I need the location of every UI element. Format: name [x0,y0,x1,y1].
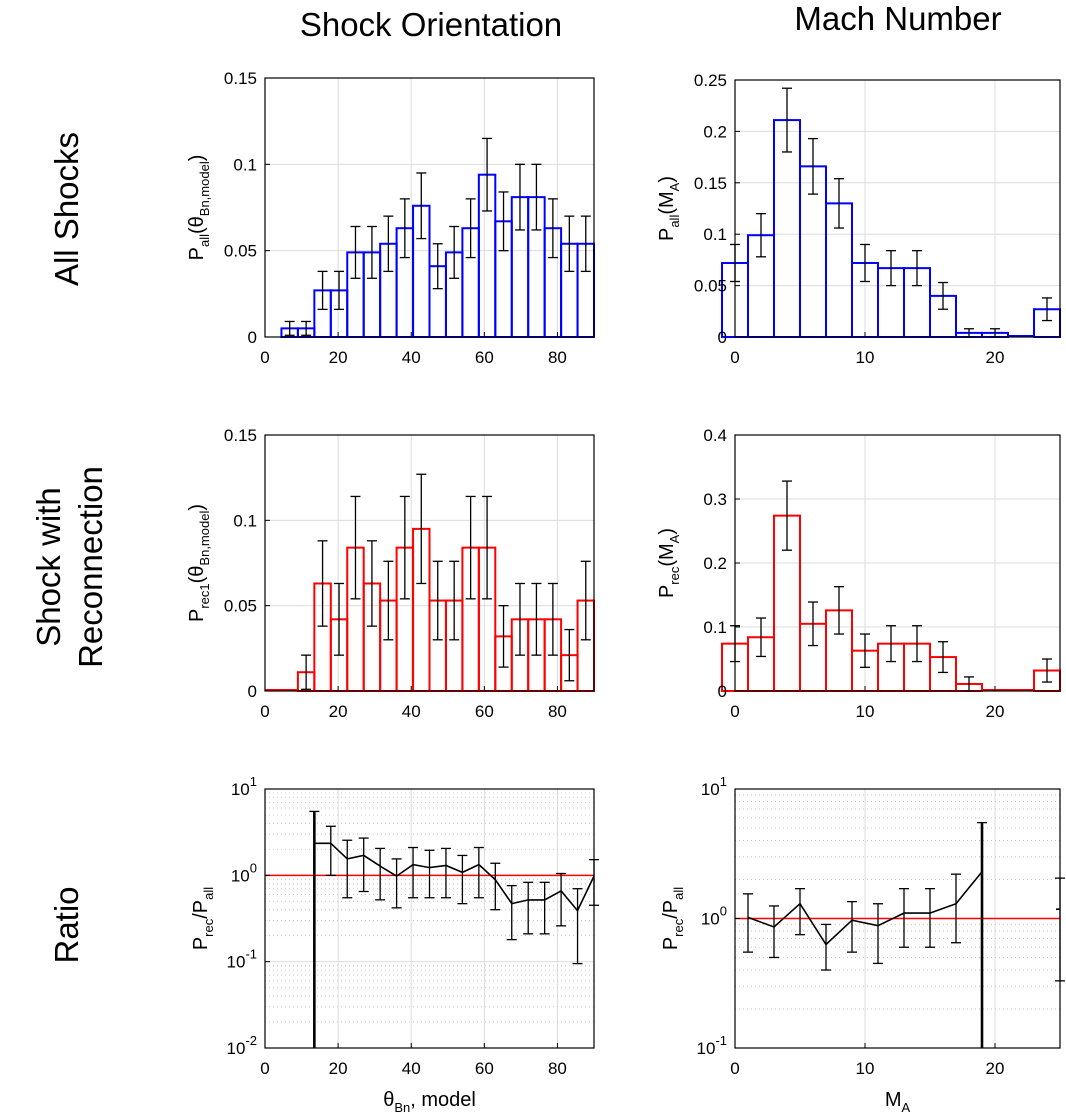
x-tick-label: 20 [986,702,1005,721]
x-tick-label: 0 [730,702,739,721]
x-tick-label: 0 [260,1059,269,1078]
y-tick-label: 0.05 [224,597,257,616]
ticks: 0 20 40 60 80 0 0.05 0.1 0.15 [224,426,567,721]
x-tick-label: 20 [986,348,1005,367]
x-axis-label: MA [885,1089,911,1115]
x-tick-label: 20 [986,1059,1005,1078]
x-tick-label: 20 [329,1059,348,1078]
x-tick-label: 20 [329,348,348,367]
axes-frame [264,434,595,692]
panel-theta-ratio: 0 20 40 60 80 10-2 10-1 100 101 Prec/Pall θBn, mod… [190,774,599,1115]
panel-mach-rec: 0 10 20 0 0.1 0.2 0.3 0.4 Prec(MA) [656,426,1061,721]
axes-frame [734,79,1061,338]
ticks: 0 20 40 60 80 10-2 10-1 100 101 [227,774,567,1078]
x-axis-label: θBn, model [383,1089,476,1115]
x-tick-label: 0 [260,348,269,367]
x-tick-label: 80 [548,348,567,367]
x-tick-label: 80 [548,1059,567,1078]
y-tick-label: 100 [701,904,727,929]
y-tick-label: 10-1 [697,1033,727,1058]
row-title-ratio: Ratio [48,886,85,963]
error-bars [301,473,591,690]
x-tick-label: 40 [402,348,421,367]
plot-background [735,80,1060,337]
x-tick-label: 10 [856,1059,875,1078]
y-tick-label: 0 [718,682,727,701]
row-title-rec-line2: Reconnection [72,466,109,668]
ticks: 0 10 20 0 0.05 0.1 0.15 0.2 0.25 [694,71,1005,367]
panel-theta-rec: 0 20 40 60 80 0 0.05 0.1 0.15 Prec1(θBn,model) [186,426,595,721]
y-axis-label: Pall(MA) [656,176,682,241]
x-tick-label: 0 [730,1059,739,1078]
x-tick-label: 20 [329,702,348,721]
axes-frame [264,788,595,1049]
y-axis-label: Prec1(θBn,model) [186,504,212,622]
x-tick-label: 60 [475,702,494,721]
y-tick-label: 0.15 [224,69,257,88]
y-tick-label: 0.2 [703,554,727,573]
y-tick-label: 0.25 [694,71,727,90]
y-tick-label: 10-1 [227,947,257,972]
x-tick-label: 40 [402,702,421,721]
x-tick-label: 10 [856,702,875,721]
ratio-line [314,842,595,913]
x-tick-label: 10 [856,348,875,367]
column-title-shock-orientation: Shock Orientation [300,6,562,43]
ticks: 0 10 20 0 0.1 0.2 0.3 0.4 [703,426,1004,721]
panel-mach-all: 0 10 20 0 0.05 0.1 0.15 0.2 0.25 Pall(MA) [656,71,1061,367]
x-tick-label: 40 [402,1059,421,1078]
error-bars [284,137,591,336]
panel-mach-ratio: 0 10 20 10-1 100 101 Prec/Pall MA [660,774,1065,1115]
x-tick-label: 60 [475,1059,494,1078]
row-title-rec-line1: Shock with [30,487,67,647]
y-tick-label: 101 [701,774,727,799]
y-axis-label: Prec/Pall [660,887,686,950]
ratio-line [747,871,983,946]
y-tick-label: 0 [248,682,257,701]
y-axis-label: Prec/Pall [190,887,216,950]
y-axis-label: Prec(MA) [656,528,682,598]
plot-background [265,789,594,1048]
error-bars [743,821,1065,1048]
ticks: 0 10 20 10-1 100 101 [697,774,1005,1078]
y-tick-label: 0.05 [694,277,727,296]
axes-frame [264,77,595,338]
y-tick-label: 0.15 [224,426,257,445]
error-bars [309,810,599,1048]
row-title-all-shocks: All Shocks [48,132,85,286]
y-tick-label: 101 [231,774,257,799]
column-title-mach-number: Mach Number [794,0,1001,37]
x-tick-label: 0 [730,348,739,367]
x-tick-label: 0 [260,702,269,721]
y-tick-label: 10-2 [227,1033,257,1058]
x-tick-label: 80 [548,702,567,721]
y-tick-label: 0 [248,328,257,347]
y-tick-label: 0.05 [224,242,257,261]
x-tick-label: 60 [475,348,494,367]
y-axis-label: Pall(θBn,model) [186,155,212,261]
y-tick-label: 0.1 [233,155,257,174]
y-tick-label: 0.1 [233,511,257,530]
y-tick-label: 0.4 [703,426,727,445]
y-tick-label: 0 [718,328,727,347]
y-tick-label: 100 [231,860,257,885]
y-tick-label: 0.1 [703,225,727,244]
y-tick-label: 0.1 [703,618,727,637]
y-tick-label: 0.15 [694,174,727,193]
ticks: 0 20 40 60 80 0 0.05 0.1 0.15 [224,69,567,367]
y-tick-label: 0.3 [703,490,727,509]
y-tick-label: 0.2 [703,122,727,141]
panel-theta-all: 0 20 40 60 80 0 0.05 0.1 0.15 Pall(θBn,model) [186,69,595,367]
